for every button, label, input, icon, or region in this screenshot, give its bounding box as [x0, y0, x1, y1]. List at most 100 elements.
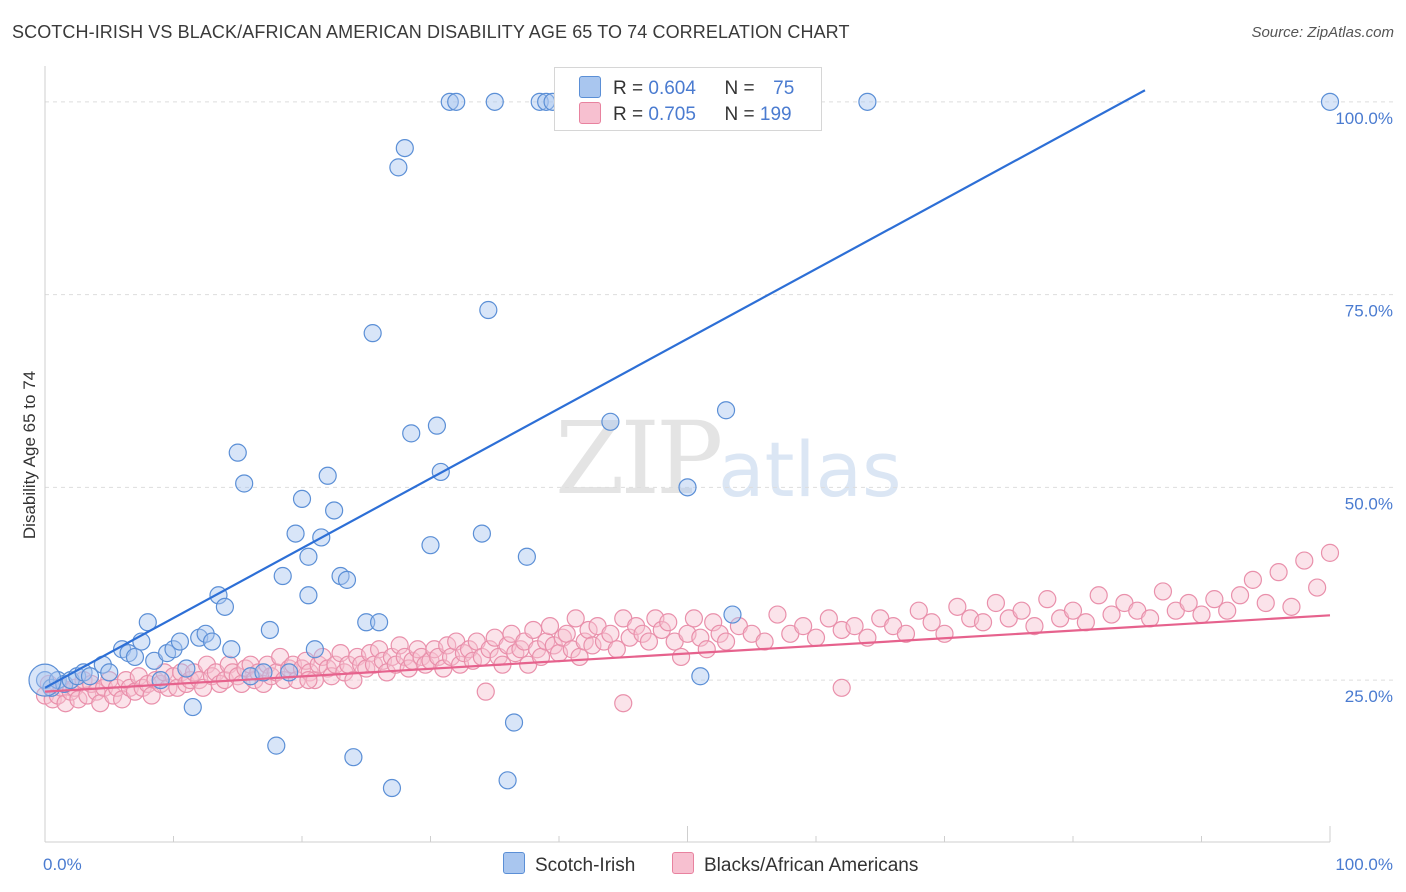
n-label: N = [724, 104, 755, 125]
black-african-american-point [1218, 601, 1237, 620]
scotch-irish-point [382, 778, 402, 798]
black-african-american-point [691, 628, 710, 647]
scotch-irish-point [235, 474, 254, 493]
black-african-american-point [1179, 593, 1198, 613]
black-african-american-point [614, 694, 633, 713]
correlation-legend: R = 0.604 N = 75 R = 0.705 N = 199 [554, 67, 822, 131]
scotch-irish-point [177, 659, 196, 678]
black-african-american-point [922, 613, 941, 632]
y-tick-label: 50.0% [1345, 494, 1393, 513]
source-label: Source: ZipAtlas.com [1251, 24, 1394, 41]
n-value: 75 [773, 78, 795, 99]
black-african-american-point [845, 617, 864, 636]
scotch-irish-point [286, 524, 305, 543]
black-african-american-point [566, 609, 585, 628]
legend-swatch-blue [579, 76, 601, 98]
scotch-irish-point [318, 466, 337, 485]
scotch-irish-point [517, 547, 536, 566]
black-african-american-point [601, 624, 620, 643]
black-african-american-point [896, 624, 916, 643]
bottom-legend-swatch-pink [672, 852, 694, 874]
scotch-irish-point [80, 667, 100, 686]
black-african-american-point [819, 609, 838, 628]
black-african-american-point [1205, 590, 1224, 609]
scotch-irish-point [479, 300, 498, 320]
black-african-american-point [1192, 605, 1211, 624]
scotch-irish-point [273, 566, 292, 586]
scotch-irish-point [530, 92, 549, 111]
scotch-irish-point [228, 443, 247, 462]
n-label: N = [724, 78, 755, 99]
black-african-american-point [716, 632, 736, 651]
scotch-irish-point [421, 536, 440, 555]
watermark-zip: ZIP [555, 400, 723, 517]
black-african-american-point [755, 632, 774, 651]
r-value: 0.604 [648, 78, 696, 99]
scotch-irish-point [678, 478, 697, 497]
black-african-american-point [1140, 609, 1160, 628]
x-tick-label: 100.0% [1335, 855, 1393, 874]
scotch-irish-point [485, 92, 504, 111]
black-african-american-point [986, 593, 1006, 613]
black-african-american-point [1038, 590, 1057, 609]
scotch-irish-point [215, 597, 234, 616]
y-tick-label: 75.0% [1345, 302, 1393, 321]
legend-row-scotch-irish: R = 0.604 N = 75 [555, 76, 821, 102]
black-african-american-point [1320, 543, 1340, 562]
watermark-atlas: atlas [718, 425, 902, 514]
scotch-irish-point [723, 605, 742, 624]
scotch-irish-point [363, 324, 382, 343]
scotch-irish-point [716, 401, 736, 420]
black-african-american-point [1295, 551, 1314, 570]
scotch-irish-point [267, 736, 286, 755]
scotch-irish-point [691, 667, 710, 686]
scotch-irish-point [389, 158, 408, 177]
black-african-american-point [390, 636, 409, 655]
black-african-american-point [1308, 578, 1327, 597]
r-label: R = [613, 78, 644, 99]
black-african-american-point [1282, 597, 1301, 616]
black-african-american-point [1063, 601, 1083, 620]
black-african-american-point [299, 670, 318, 690]
legend-row-black-african-american: R = 0.705 N = 199 [555, 102, 821, 128]
bottom-legend-black-african-american: Blacks/African Americans [672, 852, 918, 877]
scotch-irish-point [440, 92, 459, 111]
black-african-american-point [935, 624, 954, 643]
chart-title: SCOTCH-IRISH VS BLACK/AFRICAN AMERICAN D… [12, 22, 850, 42]
scotch-irish-point [858, 92, 877, 111]
black-african-american-point [1076, 613, 1095, 632]
bottom-legend-label: Scotch-Irish [535, 855, 636, 876]
scotch-irish-point [370, 613, 389, 632]
scotch-irish-point [254, 663, 273, 682]
black-african-american-point [1153, 582, 1173, 601]
legend-swatch-pink [579, 102, 601, 124]
black-african-american-point [704, 613, 723, 632]
scotch-irish-point [305, 640, 324, 659]
scotch-irish-point [183, 697, 202, 717]
r-label: R = [613, 104, 644, 125]
scotch-irish-point [402, 424, 421, 443]
black-african-american-point [1102, 605, 1121, 624]
black-african-american-point [948, 597, 967, 616]
black-african-american-point [806, 628, 826, 647]
black-african-american-point [1243, 570, 1263, 589]
black-african-american-point [1025, 617, 1044, 636]
black-african-american-point [768, 605, 787, 624]
scotch-irish-point [260, 620, 279, 640]
black-african-american-point [438, 636, 457, 655]
scotch-irish-point [299, 586, 318, 605]
black-african-american-point [697, 640, 716, 659]
black-african-american-point [1089, 586, 1108, 605]
scotch-irish-point [170, 632, 190, 651]
black-african-american-point [909, 601, 928, 620]
scotch-irish-point [498, 771, 517, 790]
bottom-legend-label: Blacks/African Americans [704, 855, 919, 876]
n-value: 199 [759, 104, 792, 125]
black-african-american-trendline [44, 614, 1331, 693]
black-african-american-point [540, 617, 560, 636]
scotch-irish-point [472, 524, 491, 543]
r-value: 0.705 [648, 104, 696, 125]
black-african-american-point [794, 617, 813, 636]
scotch-irish-point [125, 647, 145, 667]
scotch-irish-point [504, 713, 524, 732]
